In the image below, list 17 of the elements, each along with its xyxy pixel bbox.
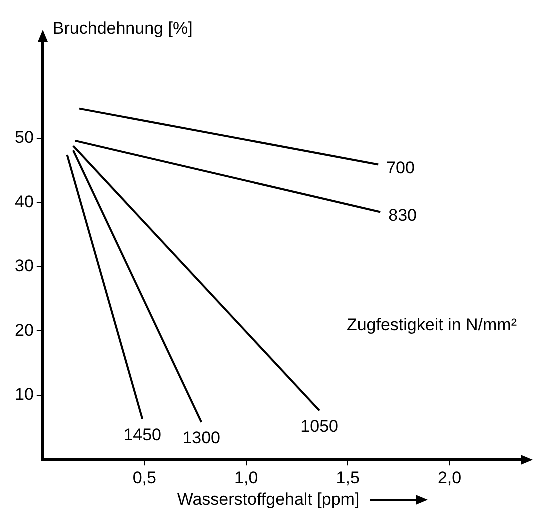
- annotation: Zugfestigkeit in N/mm²: [346, 316, 518, 335]
- x-tick-label: 1,0: [234, 468, 258, 488]
- series-label: 1450: [124, 425, 162, 444]
- series-label: 1300: [182, 428, 221, 448]
- y-axis-title: Bruchdehnung [%]: [52, 19, 193, 38]
- y-tick-label: 50: [14, 128, 34, 148]
- series-label: 1050: [300, 416, 339, 436]
- y-tick-label: 20: [14, 320, 34, 340]
- y-tick-label: 30: [14, 256, 34, 276]
- x-tick-label: 1,5: [336, 468, 360, 488]
- y-tick-label: 10: [14, 385, 34, 404]
- x-tick-label: 0,5: [132, 468, 156, 488]
- x-tick-label: 2,0: [438, 468, 462, 488]
- series-label: 830: [388, 206, 417, 225]
- y-tick-label: 40: [14, 192, 34, 212]
- x-axis-title: Wasserstoffgehalt [ppm]: [177, 490, 360, 510]
- series-label: 700: [386, 158, 415, 178]
